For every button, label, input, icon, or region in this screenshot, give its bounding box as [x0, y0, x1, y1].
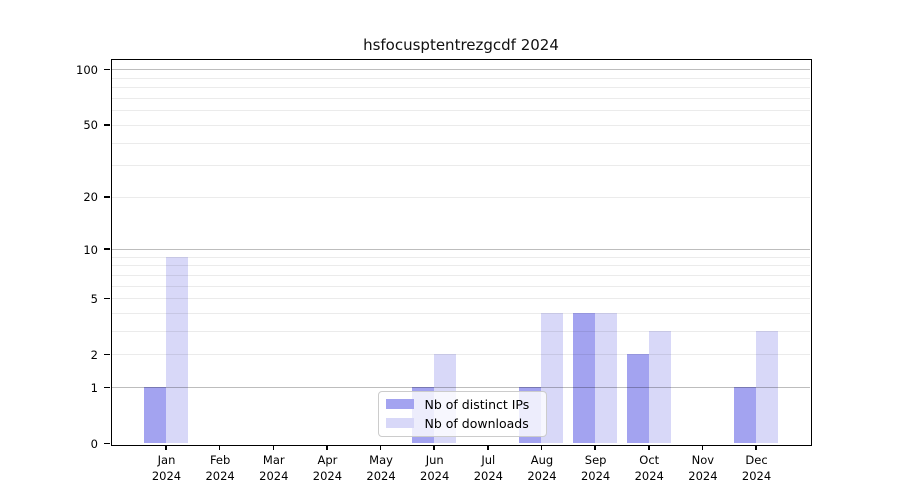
y-tick-label-1: 1	[90, 380, 98, 395]
y-tick-label-2: 2	[90, 347, 98, 362]
bar-downloads-oct	[648, 331, 671, 444]
bar-downloads-dec	[756, 331, 779, 444]
bars-layer	[112, 60, 810, 444]
y-tick-5	[104, 297, 110, 300]
legend-swatch-downloads	[385, 418, 414, 428]
legend-label-downloads: Nb of downloads	[424, 415, 529, 431]
y-tick-label-0: 0	[90, 437, 98, 451]
bar-ips-oct	[626, 354, 649, 444]
x-tick-label-4: May 2024	[366, 453, 396, 483]
x-tick-5	[433, 445, 435, 450]
legend-label-distinct-ips: Nb of distinct IPs	[424, 396, 530, 412]
x-tick-9	[648, 445, 650, 450]
x-tick-label-9: Oct 2024	[634, 453, 664, 483]
x-tick-label-6: Jul 2024	[473, 453, 503, 483]
x-tick-4	[379, 445, 382, 450]
y-tick-20	[104, 196, 110, 198]
legend-item-downloads: Nb of downloads	[385, 415, 538, 431]
y-tick-0	[104, 442, 110, 445]
x-tick-6	[487, 445, 489, 450]
x-tick-label-8: Sep 2024	[580, 453, 611, 483]
y-tick-10	[104, 248, 110, 250]
legend: Nb of distinct IPs Nb of downloads	[377, 390, 547, 437]
x-axis: Jan 2024 Feb 2024 Mar 2024 Apr 2024 May 2024 Jun 20…	[112, 452, 810, 492]
bar-ips-sep	[573, 313, 596, 444]
x-tick-label-10: Nov 2024	[688, 453, 718, 483]
x-tick-label-5: Jun 2024	[420, 453, 450, 483]
x-tick-3	[326, 445, 328, 450]
x-tick-2	[272, 445, 275, 450]
x-tick-label-0: Jan 2024	[151, 453, 182, 483]
legend-swatch-distinct-ips	[385, 399, 414, 409]
y-tick-label-20: 20	[83, 190, 98, 205]
bar-ips-jan	[144, 387, 166, 444]
x-tick-11	[755, 445, 757, 450]
y-tick-2	[104, 353, 110, 356]
y-tick-50	[104, 124, 110, 126]
x-tick-1	[218, 445, 221, 450]
x-tick-label-11: Dec 2024	[741, 453, 772, 483]
x-tick-8	[594, 445, 596, 450]
y-tick-label-50: 50	[83, 118, 98, 133]
bar-downloads-sep	[595, 313, 618, 444]
bar-downloads-jan	[166, 256, 188, 444]
x-tick-label-1: Feb 2024	[205, 453, 235, 483]
y-tick-label-10: 10	[83, 242, 98, 257]
x-tick-10	[701, 445, 704, 450]
bar-ips-dec	[734, 387, 757, 444]
plot-area: Nb of distinct IPs Nb of downloads	[104, 58, 812, 450]
x-tick-7	[540, 445, 543, 450]
x-tick-label-2: Mar 2024	[259, 453, 289, 483]
x-tick-label-7: Aug 2024	[527, 453, 557, 483]
x-tick-label-3: Apr 2024	[312, 453, 343, 483]
legend-item-distinct-ips: Nb of distinct IPs	[385, 396, 538, 412]
y-tick-label-5: 5	[90, 291, 98, 306]
y-tick-1	[104, 386, 110, 389]
y-tick-label-100: 100	[76, 62, 98, 77]
chart-title: hsfocusptentrezgcdf 2024	[363, 36, 559, 54]
y-tick-100	[104, 68, 110, 71]
y-axis: 0 1 2 5 10 20 50 100	[60, 60, 102, 451]
bar-downloads-aug	[541, 313, 564, 444]
axis-ticks	[104, 60, 810, 450]
x-tick-0	[165, 445, 167, 450]
